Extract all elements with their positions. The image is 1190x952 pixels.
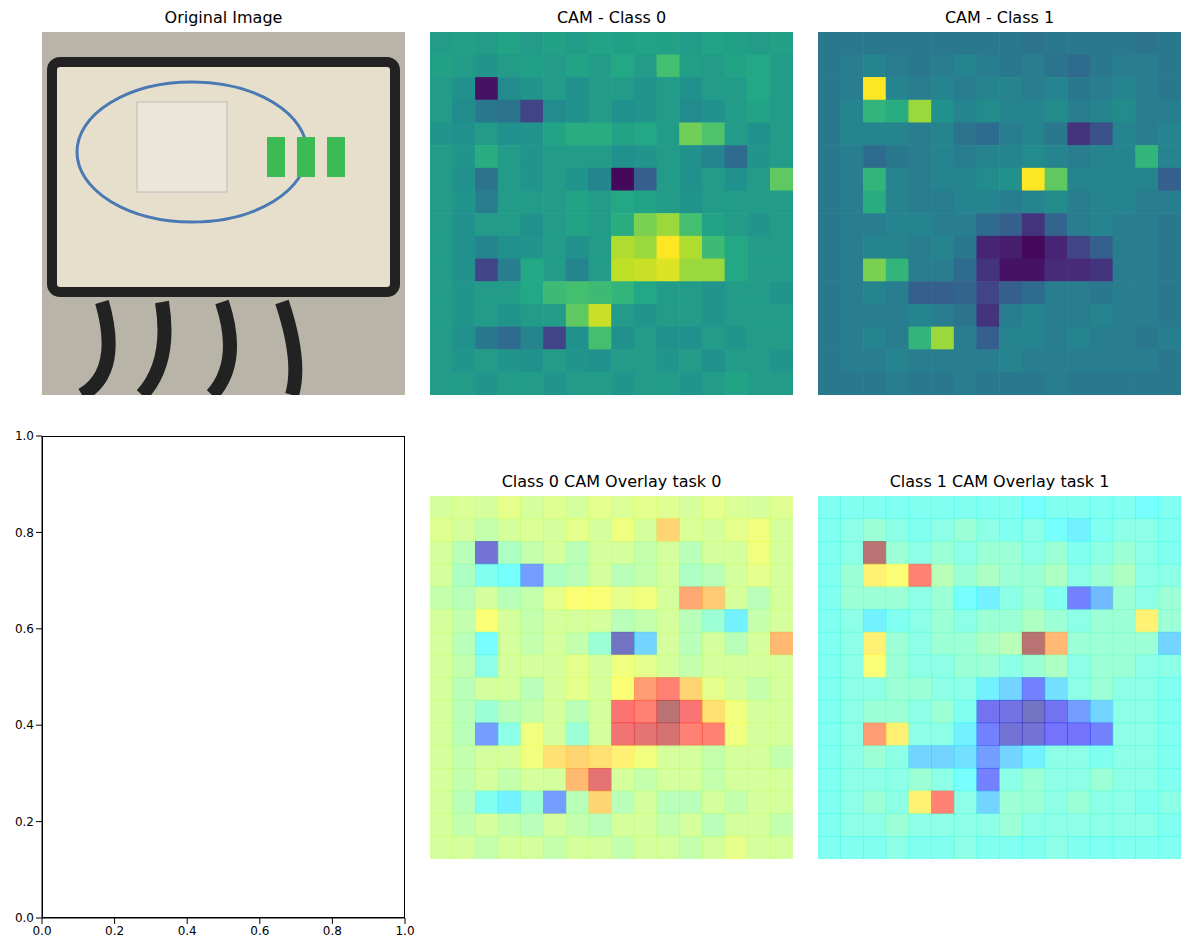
svg-text:0.4: 0.4	[15, 718, 34, 732]
svg-text:0.0: 0.0	[32, 924, 51, 938]
svg-text:0.6: 0.6	[250, 924, 269, 938]
html-text:Class 0 CAM Overlay task 0: Class 0 CAM Overlay task 0	[501, 472, 722, 491]
svg-text:0.0: 0.0	[15, 911, 34, 925]
svg-text:1.0: 1.0	[15, 429, 34, 443]
svg-text:0.2: 0.2	[15, 815, 34, 829]
svg-text:0.8: 0.8	[323, 924, 342, 938]
html-text:CAM - Class 1: CAM - Class 1	[944, 8, 1055, 27]
html-text:Class 1 CAM Overlay task 1: Class 1 CAM Overlay task 1	[889, 472, 1110, 491]
svg-text:0.8: 0.8	[15, 526, 34, 540]
svg-text:0.6: 0.6	[15, 622, 34, 636]
html-text:Original Image: Original Image	[164, 8, 283, 27]
svg-text:0.4: 0.4	[178, 924, 197, 938]
svg-text:1.0: 1.0	[395, 924, 414, 938]
html-text:CAM - Class 0: CAM - Class 0	[556, 8, 667, 27]
svg-text:0.2: 0.2	[105, 924, 124, 938]
